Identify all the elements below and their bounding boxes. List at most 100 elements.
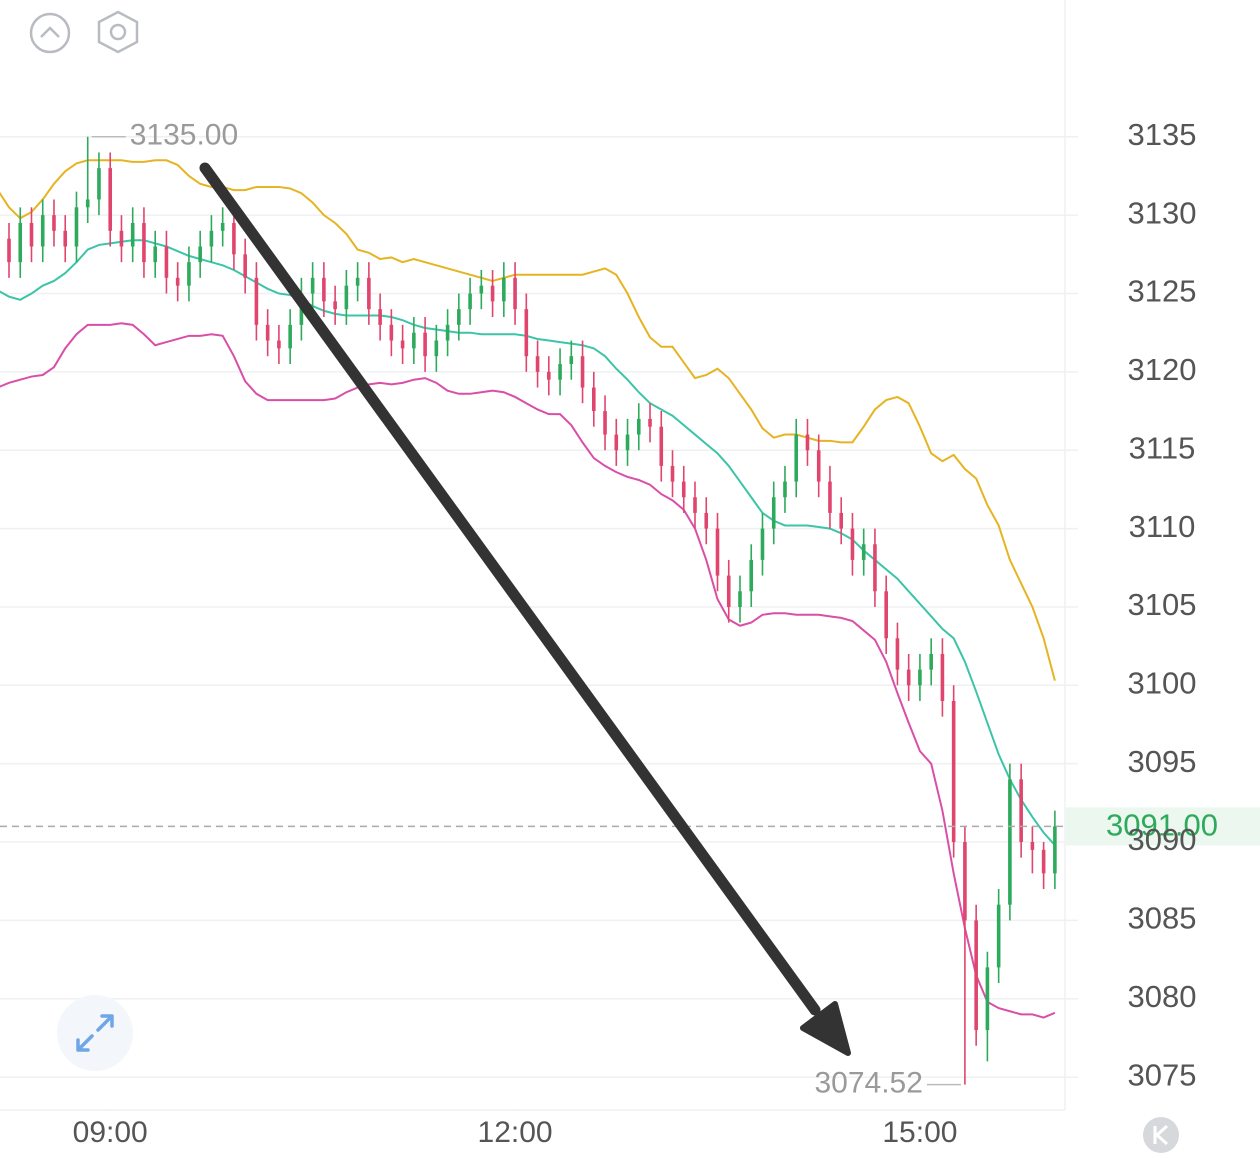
candle-body [457,309,461,325]
candle-body [771,497,776,529]
candle-body [153,246,157,263]
y-tick-label: 3095 [1128,744,1197,779]
candle-body [985,967,990,1031]
candle-body [130,222,135,247]
annotation-label: 3135.00 [130,119,238,152]
candle-body [1008,779,1012,905]
trend-arrow-head [800,1001,851,1056]
candle-body [940,653,945,701]
x-tick-label: 12:00 [478,1116,553,1149]
candle-body [1041,849,1046,874]
y-tick-label: 3130 [1128,195,1197,230]
candle-body [119,230,124,247]
candle-body [423,332,427,357]
candle-body [18,222,23,263]
candle-body [547,371,551,380]
candle-body [884,591,888,639]
candle-body [310,277,315,294]
settings-icon [109,23,127,41]
candle-body [164,246,169,278]
candle-body [580,356,585,388]
candle-body [355,277,360,286]
expand-icon [76,1014,114,1052]
candle-body [254,277,259,325]
candle-body [659,426,664,466]
candle-body [929,653,933,670]
candle-body [502,277,506,302]
candle-body [378,309,382,325]
candle-body [1030,842,1035,850]
candle-body [412,332,416,349]
band-line [0,322,1056,1019]
candle-body [389,324,394,341]
candle-body [681,481,686,498]
candle-body [603,411,607,435]
y-tick-label: 3105 [1128,587,1197,622]
candle-body [490,285,495,302]
candle-body [187,262,191,286]
candle-body [951,700,956,843]
candle-body [1053,826,1057,874]
last-price-tag [1066,807,1260,846]
candle-body [704,512,709,529]
candle-body [367,277,371,310]
candle-body [760,528,765,560]
candle-body [918,669,922,686]
candle-body [828,481,832,513]
candle-body [479,285,484,294]
candle-body [591,387,596,412]
collapse-icon [40,26,60,38]
y-tick-label: 3080 [1128,979,1197,1014]
candle-body [524,309,529,357]
candle-body [569,356,574,365]
candle-body [974,920,978,1031]
settings-button[interactable] [97,10,139,54]
candle-body [74,207,79,247]
candle-body [108,168,113,231]
candle-body [648,418,652,427]
candle-body [805,434,810,451]
y-tick-label: 3135 [1128,117,1197,152]
candle-body [513,277,517,310]
candle-body [693,497,697,513]
y-tick-label: 3100 [1128,665,1197,700]
candle-body [52,215,56,231]
candle-body [344,285,349,310]
grid [0,136,1078,1111]
candle-body [97,168,101,200]
candle-body [29,222,34,247]
candle-body [468,293,472,310]
candle-body [906,669,911,686]
candle-body [895,638,900,670]
last-price-label: 3091.00 [1106,808,1218,843]
y-tick-label: 3090 [1128,822,1197,857]
candle-body [749,559,754,592]
candle-body [996,904,1001,968]
candle-body [614,434,619,451]
candle-body [670,465,675,482]
candle-body [963,842,967,921]
y-tick-label: 3085 [1128,901,1197,936]
candle-body [63,230,68,247]
candle-body [198,246,202,263]
candle-body [277,340,281,349]
candle-body [794,434,799,482]
overlay: 3135.00 3074.52 3091.00 [0,119,1260,1100]
candle-body [434,340,439,357]
candle-body [839,512,844,529]
k-icon [1153,1124,1169,1146]
candle-body [265,324,270,341]
y-tick-label: 3120 [1128,352,1197,387]
candles [7,136,1057,1085]
candle-body [850,528,855,560]
x-tick-label: 09:00 [73,1116,148,1149]
candle-body [558,364,562,380]
k-button[interactable] [1143,1117,1179,1153]
candle-body [400,340,405,349]
collapse-button[interactable] [29,12,71,54]
candle-body [232,222,236,255]
annotation-label: 3074.52 [814,1067,922,1100]
expand-button[interactable] [57,995,133,1071]
